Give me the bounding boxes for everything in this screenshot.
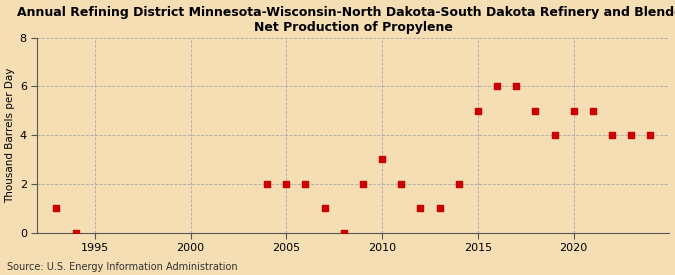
Point — [262, 182, 273, 186]
Point — [491, 84, 502, 89]
Point — [511, 84, 522, 89]
Title: Annual Refining District Minnesota-Wisconsin-North Dakota-South Dakota Refinery : Annual Refining District Minnesota-Wisco… — [18, 6, 675, 34]
Point — [549, 133, 560, 137]
Point — [300, 182, 311, 186]
Point — [319, 206, 330, 210]
Point — [530, 108, 541, 113]
Point — [472, 108, 483, 113]
Point — [338, 230, 349, 235]
Point — [587, 108, 598, 113]
Point — [377, 157, 387, 162]
Point — [281, 182, 292, 186]
Point — [645, 133, 655, 137]
Point — [454, 182, 464, 186]
Y-axis label: Thousand Barrels per Day: Thousand Barrels per Day — [5, 67, 16, 203]
Point — [434, 206, 445, 210]
Point — [415, 206, 426, 210]
Point — [607, 133, 618, 137]
Point — [568, 108, 579, 113]
Text: Source: U.S. Energy Information Administration: Source: U.S. Energy Information Administ… — [7, 262, 238, 272]
Point — [51, 206, 62, 210]
Point — [626, 133, 637, 137]
Point — [358, 182, 369, 186]
Point — [70, 230, 81, 235]
Point — [396, 182, 406, 186]
